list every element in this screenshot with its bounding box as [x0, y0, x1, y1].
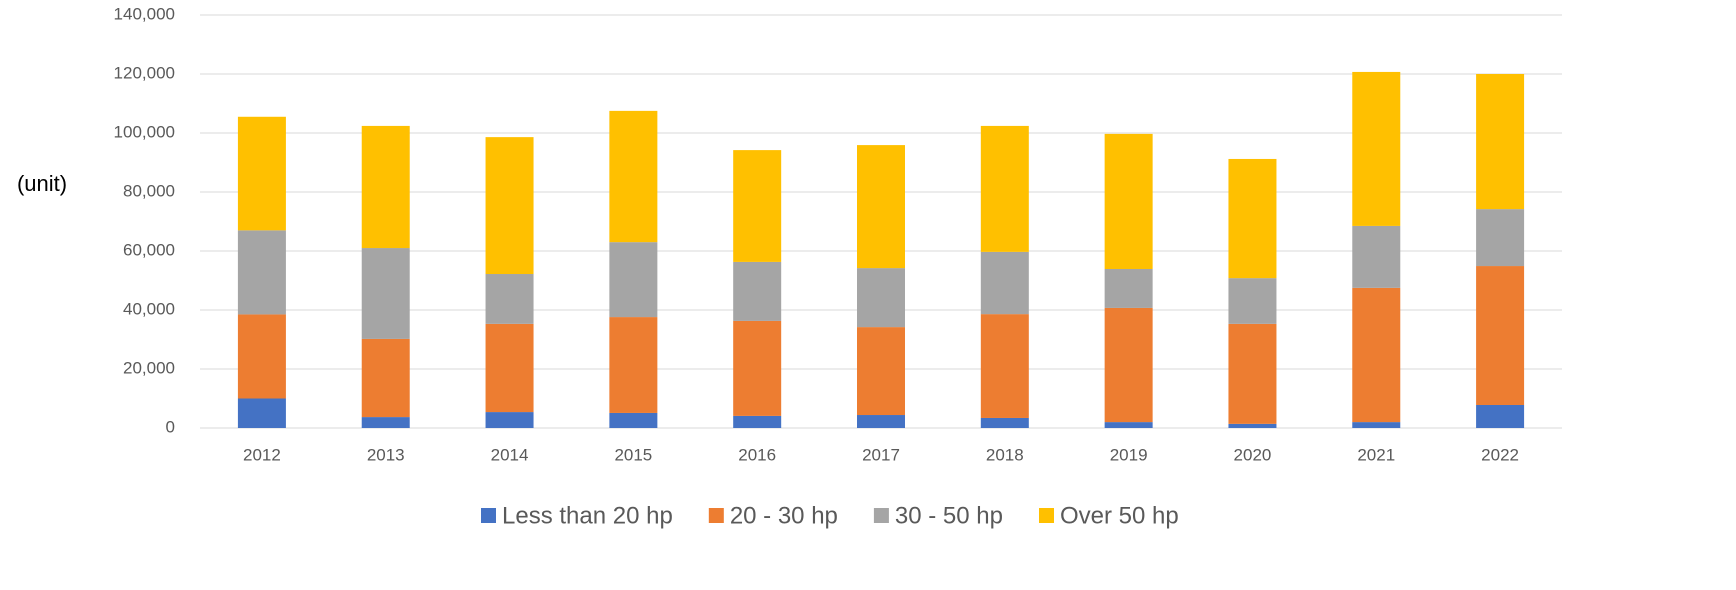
y-tick-label: 20,000	[123, 358, 175, 377]
bar-segment	[1352, 71, 1401, 226]
bar-segment	[1228, 423, 1277, 428]
x-tick-label: 2014	[491, 445, 529, 464]
legend-label: Over 50 hp	[1060, 502, 1179, 529]
bar-segment	[609, 317, 658, 413]
bar-segment	[1476, 209, 1525, 267]
x-tick-label: 2018	[986, 445, 1024, 464]
bar-segment	[980, 125, 1029, 252]
bar-segment	[361, 125, 410, 249]
y-tick-label: 140,000	[114, 4, 175, 23]
bar-segment	[485, 137, 534, 275]
bar-segment	[1104, 268, 1153, 308]
legend-swatch	[481, 508, 496, 523]
y-axis-label: (unit)	[17, 171, 67, 196]
x-tick-label: 2017	[862, 445, 900, 464]
bar-segment	[980, 417, 1029, 428]
bar-segment	[1104, 307, 1153, 423]
legend-swatch	[708, 508, 724, 523]
bar-segment	[733, 261, 782, 321]
y-tick-label: 0	[166, 417, 175, 436]
bar-segment	[609, 110, 658, 243]
y-tick-label: 40,000	[123, 299, 175, 318]
bar-segment	[980, 251, 1029, 315]
bar-segment	[1228, 158, 1277, 279]
legend-swatch	[873, 508, 889, 523]
bar-segment	[361, 248, 410, 339]
x-tick-label: 2020	[1234, 445, 1272, 464]
y-tick-label: 80,000	[123, 181, 175, 200]
bar-segment	[237, 398, 286, 428]
bar-segment	[1228, 323, 1277, 424]
legend-label: 30 - 50 hp	[895, 502, 1003, 529]
bar-segment	[237, 116, 286, 231]
bar-segment	[609, 242, 658, 318]
legend-swatch	[1039, 508, 1054, 523]
x-tick-label: 2022	[1481, 445, 1519, 464]
x-tick-label: 2016	[738, 445, 776, 464]
bar-segment	[857, 145, 905, 269]
bar-segment	[237, 230, 286, 315]
bar-segment	[1228, 278, 1277, 324]
x-tick-label: 2013	[367, 445, 405, 464]
bar-segment	[980, 314, 1029, 418]
bar-segment	[1352, 422, 1401, 428]
bar-segment	[485, 412, 534, 428]
y-tick-label: 100,000	[114, 122, 175, 141]
bar-segment	[1104, 133, 1153, 269]
bar-segment	[485, 323, 534, 413]
bar-segment	[1352, 287, 1401, 423]
legend-label: Less than 20 hp	[502, 502, 673, 529]
x-tick-label: 2015	[614, 445, 652, 464]
bar-segment	[1476, 404, 1525, 428]
bar-segment	[857, 415, 905, 428]
bar-segment	[609, 412, 658, 428]
bar-segment	[733, 150, 782, 262]
bar-segment	[1352, 225, 1401, 288]
bar-segment	[857, 327, 905, 416]
x-tick-label: 2012	[243, 445, 281, 464]
legend-label: 20 - 30 hp	[730, 502, 838, 529]
x-tick-label: 2019	[1110, 445, 1148, 464]
y-tick-label: 120,000	[114, 63, 175, 82]
y-tick-label: 60,000	[123, 240, 175, 259]
bar-segment	[1104, 422, 1153, 428]
bar-segment	[485, 274, 534, 324]
bar-segment	[361, 417, 410, 428]
bar-segment	[733, 320, 782, 416]
bar-segment	[361, 338, 410, 418]
x-tick-label: 2021	[1357, 445, 1395, 464]
bar-segment	[733, 415, 782, 428]
bar-segment	[1476, 266, 1525, 405]
bar-segment	[857, 268, 905, 328]
bar-segment	[1476, 74, 1525, 210]
bar-segment	[237, 314, 286, 399]
